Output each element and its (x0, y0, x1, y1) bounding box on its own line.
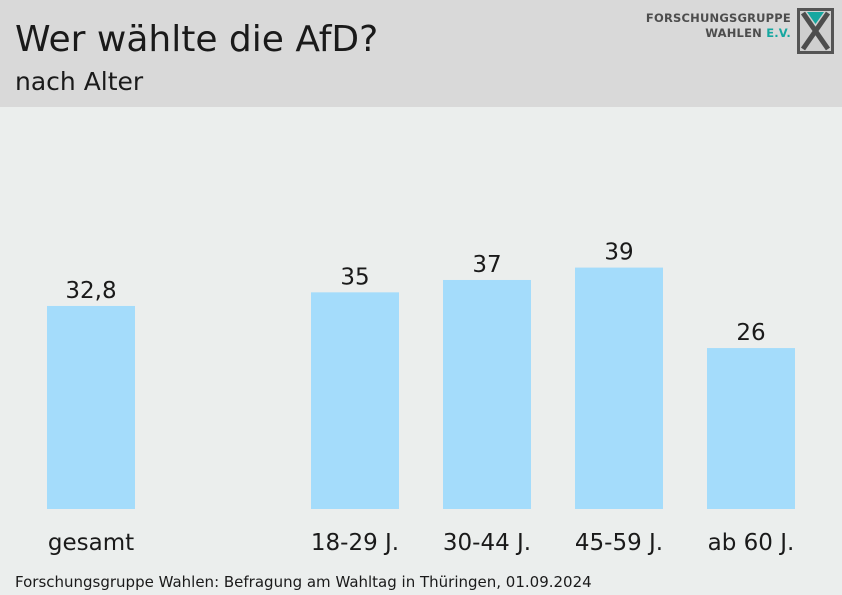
bar-2 (311, 292, 399, 509)
value-label-3: 37 (472, 252, 501, 278)
logo-text: FORSCHUNGSGRUPPE WAHLEN E.V. (646, 11, 791, 41)
bar-4 (575, 267, 663, 509)
category-label-3: 30-44 J. (443, 530, 531, 556)
category-label-1: gesamt (48, 530, 134, 556)
source-note: Forschungsgruppe Wahlen: Befragung am Wa… (15, 573, 592, 591)
ballot-x-icon (797, 8, 834, 54)
logo: FORSCHUNGSGRUPPE WAHLEN E.V. (646, 8, 834, 56)
page-subtitle: nach Alter (15, 67, 144, 96)
header: Wer wählte die AfD? nach Alter FORSCHUNG… (0, 0, 842, 107)
bar-3 (443, 279, 531, 509)
value-label-2: 35 (340, 264, 369, 290)
logo-line-1: FORSCHUNGSGRUPPE (645, 11, 791, 25)
bar-chart: 32,8 gesamt 35 18-29 J. 37 30-44 J. 39 45-59 J.… (47, 240, 795, 556)
category-label-5: ab 60 J. (708, 530, 795, 556)
value-label-5: 26 (736, 320, 765, 346)
value-label-4: 39 (604, 240, 633, 266)
logo-line-2a: WAHLEN (705, 26, 762, 40)
category-label-4: 45-59 J. (575, 530, 663, 556)
bar-1 (47, 305, 135, 509)
page-title: Wer wählte die AfD? (15, 19, 379, 60)
category-label-2: 18-29 J. (311, 530, 399, 556)
value-label-1: 32,8 (65, 278, 116, 304)
bar-5 (707, 348, 795, 509)
logo-line-2b: E.V. (766, 26, 791, 40)
